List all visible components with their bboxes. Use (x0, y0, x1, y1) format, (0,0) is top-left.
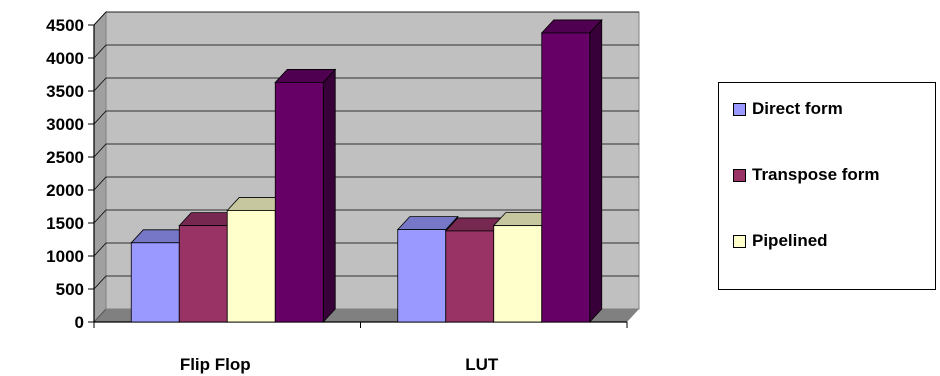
bar-front (130, 242, 180, 323)
side-wall (93, 10, 107, 324)
y-tick-label: 2000 (46, 181, 84, 200)
x-category-label: Flip Flop (180, 355, 251, 374)
gridlines (93, 11, 639, 290)
y-tick-label: 3000 (46, 115, 84, 134)
bars (130, 18, 603, 324)
y-tick-label: 4500 (46, 16, 84, 35)
gridline (93, 44, 639, 59)
y-tick-label: 0 (75, 313, 84, 332)
x-category-labels: Flip Flop LUT (180, 355, 499, 374)
y-tick-label: 1500 (46, 214, 84, 233)
y-tick-label: 500 (56, 280, 84, 299)
legend-swatch (733, 102, 746, 116)
gridline (93, 11, 639, 26)
y-tick-labels: 0 500 1000 1500 2000 2500 3000 3500 4000 4500 (46, 16, 84, 332)
y-tick-label: 1000 (46, 247, 84, 266)
legend-item-pipelined: Pipelined (733, 231, 828, 251)
legend-label: Pipelined (752, 231, 828, 250)
bar-side (322, 68, 336, 324)
bar-front (397, 229, 447, 323)
legend-item-direct-form: Direct form (733, 99, 843, 119)
y-tick-label: 4000 (46, 49, 84, 68)
bar (274, 68, 337, 324)
bar-front (226, 210, 276, 323)
gridline (93, 77, 639, 92)
legend-label: Transpose form (752, 165, 880, 184)
y-tick-label: 2500 (46, 148, 84, 167)
bar-front (445, 230, 495, 323)
bar (540, 18, 603, 324)
x-category-label: LUT (465, 355, 499, 374)
bar-front (274, 82, 324, 323)
legend-swatch (733, 168, 746, 182)
gridline (93, 176, 639, 191)
legend-label: Direct form (752, 99, 843, 118)
gridline (93, 110, 639, 125)
legend-swatch (733, 234, 746, 248)
gridline (93, 209, 639, 224)
bar-front (541, 32, 591, 323)
legend-item-transpose-form: Transpose form (733, 165, 880, 185)
bar-side (589, 18, 603, 324)
bar-front (493, 225, 543, 323)
gridline (93, 143, 639, 158)
legend: Direct form Transpose form Pipelined (718, 82, 936, 290)
y-tick-label: 3500 (46, 82, 84, 101)
bar-front (178, 225, 228, 323)
